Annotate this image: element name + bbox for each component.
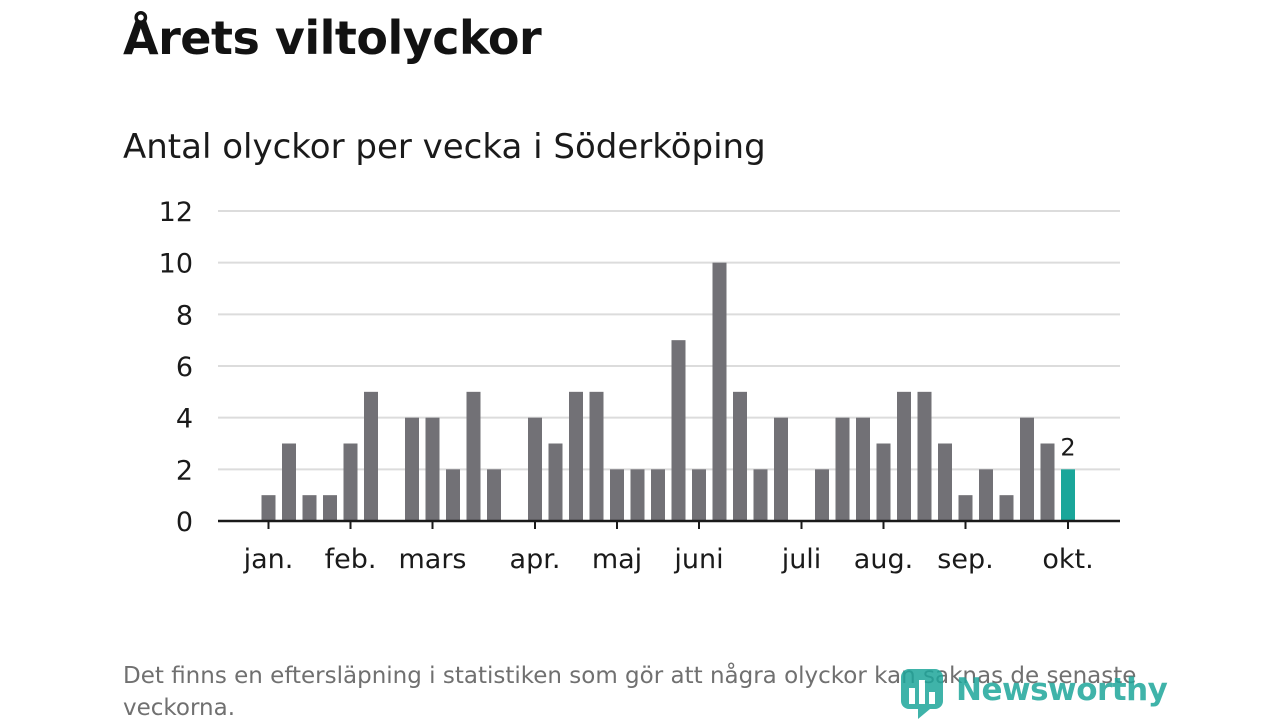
y-tick-label: 0 [176,507,193,538]
bar [1040,443,1055,521]
bar [835,417,850,521]
bar [979,469,993,521]
x-tick-label: juni [673,544,723,575]
bar [405,417,419,521]
x-tick-label: juli [781,544,822,575]
x-tick-label: apr. [510,544,561,575]
y-tick-label: 10 [159,249,193,280]
bar [917,391,932,521]
bar [876,443,891,521]
bar [774,417,788,521]
bar [1020,417,1034,521]
bar [897,391,911,521]
x-axis-tick-labels: jan. feb. mars apr. maj juni juli aug. sep. okt. [243,521,1094,575]
bar [282,443,296,521]
x-tick-label: mars [398,544,466,575]
newsworthy-logo[interactable]: Newsworthy [900,668,1168,720]
x-tick-label: feb. [325,544,377,575]
bar [364,391,378,521]
chart-title: Årets viltolyckor [123,11,542,65]
y-tick-label: 6 [176,352,193,383]
x-tick-label: aug. [854,544,913,575]
logo-text: Newsworthy [956,672,1168,708]
bar [487,469,501,521]
bar [589,391,604,521]
bar [815,469,829,521]
bars [261,262,1075,521]
bar [938,443,952,521]
bar [671,340,686,521]
bar [261,495,276,521]
footnote: Det finns en eftersläpning i statistiken… [123,663,1137,720]
bar [548,443,563,521]
y-tick-label: 8 [176,300,193,331]
y-axis-tick-labels: 0 2 4 6 8 10 12 [159,197,193,538]
bar [733,391,747,521]
x-tick-label: maj [592,544,642,575]
bar [343,443,358,521]
bar-chart: 0 2 4 6 8 10 12 jan. feb. mars apr. maj juni juli aug… [159,197,1120,575]
chart-subtitle: Antal olyckor per vecka i Söderköping [123,127,766,167]
y-tick-label: 12 [159,197,193,228]
bar [999,495,1014,521]
bar [425,417,440,521]
newsworthy-logo-icon [901,669,943,719]
bar [446,469,460,521]
bar [651,469,665,521]
bar [323,495,337,521]
gridlines [218,210,1120,471]
bar [856,417,870,521]
x-tick-label: sep. [937,544,993,575]
y-tick-label: 4 [176,404,193,435]
bar [302,495,317,521]
bar [958,495,973,521]
bar [466,391,481,521]
bar-highlight [1061,469,1075,521]
x-tick-label: jan. [243,544,294,575]
y-tick-label: 2 [176,455,193,486]
bar [569,391,583,521]
bar [528,417,542,521]
bar [712,262,727,521]
data-labels: 2 [1060,433,1075,461]
x-tick-label: okt. [1042,544,1093,575]
bar [610,469,624,521]
bar [630,469,645,521]
bar [692,469,706,521]
data-label-last-week: 2 [1060,433,1075,461]
bar [753,469,768,521]
